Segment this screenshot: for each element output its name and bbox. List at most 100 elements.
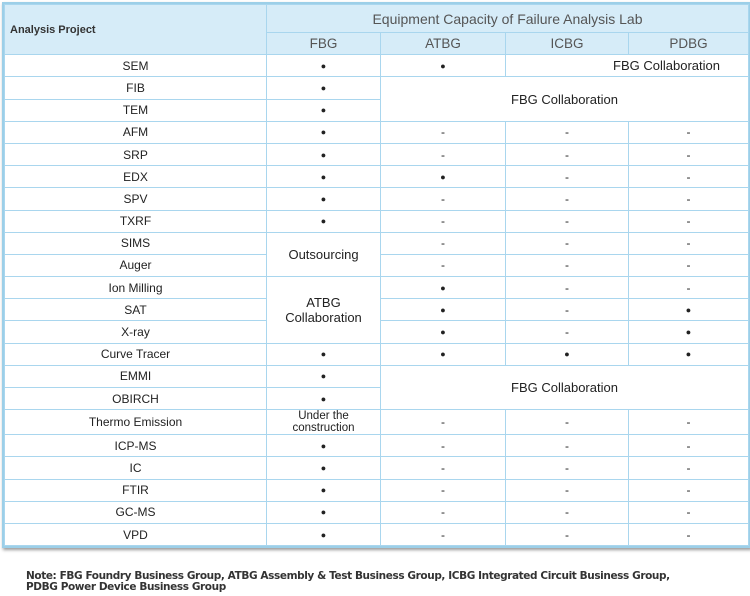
header-analysis-project: Analysis Project: [4, 3, 267, 56]
header-icbg: ICBG: [505, 31, 629, 56]
unavailable-mark: -: [628, 165, 749, 189]
table-row: VPD ● - - -: [4, 522, 749, 547]
unavailable-mark: -: [505, 253, 629, 278]
project-name: EMMI: [4, 364, 267, 389]
project-name: VPD: [4, 522, 267, 547]
footnote-line: PDBG Power Device Business Group: [26, 581, 226, 593]
header-pdbg: PDBG: [628, 31, 749, 56]
available-dot-icon: ●: [266, 54, 381, 78]
project-name: X-ray: [4, 320, 267, 344]
merged-note: FBG Collaboration: [380, 364, 749, 411]
available-dot-icon: ●: [505, 342, 629, 366]
unavailable-mark: -: [628, 276, 749, 300]
project-name: Auger: [4, 253, 267, 278]
unavailable-mark: -: [505, 120, 629, 144]
unavailable-mark: -: [505, 434, 629, 458]
available-dot-icon: ●: [266, 342, 381, 366]
table-row: ICP-MS ● - - -: [4, 434, 749, 458]
project-name: TEM: [4, 98, 267, 122]
unavailable-mark: -: [380, 456, 506, 480]
available-dot-icon: ●: [266, 478, 381, 502]
merged-note: FBG Collaboration: [505, 54, 749, 78]
unavailable-mark: -: [628, 500, 749, 524]
table-row: OBIRCH ●: [4, 386, 749, 411]
available-dot-icon: ●: [266, 120, 381, 144]
project-name: GC-MS: [4, 500, 267, 524]
table-row: TXRF ● - - -: [4, 209, 749, 233]
header-fbg: FBG: [266, 31, 381, 56]
unavailable-mark: -: [628, 409, 749, 436]
project-name: EDX: [4, 165, 267, 189]
merged-note: FBG Collaboration: [380, 76, 749, 122]
project-name: OBIRCH: [4, 386, 267, 411]
project-name: SAT: [4, 298, 267, 322]
unavailable-mark: -: [505, 456, 629, 480]
available-dot-icon: ●: [380, 54, 506, 78]
table-row: SEM ● ● FBG Collaboration: [4, 54, 749, 78]
table-row: SAT ● - ●: [4, 298, 749, 322]
equipment-capacity-table: Analysis Project Equipment Capacity of F…: [2, 2, 750, 549]
unavailable-mark: -: [505, 500, 629, 524]
merged-note: ATBG Collaboration: [266, 276, 381, 344]
project-name: IC: [4, 456, 267, 480]
available-dot-icon: ●: [380, 165, 506, 189]
unavailable-mark: -: [505, 478, 629, 502]
unavailable-mark: -: [628, 231, 749, 255]
table-row: SIMS Outsourcing - - -: [4, 231, 749, 278]
table-row: IC ● - - -: [4, 456, 749, 480]
table-row: X-ray ● - ●: [4, 320, 749, 344]
unavailable-mark: -: [380, 434, 506, 458]
unavailable-mark: -: [628, 456, 749, 480]
unavailable-mark: -: [505, 187, 629, 211]
available-dot-icon: ●: [266, 98, 381, 122]
table-row: SRP ● - - -: [4, 142, 749, 167]
unavailable-mark: -: [628, 522, 749, 547]
unavailable-mark: -: [380, 409, 506, 436]
table-row: TEM ●: [4, 98, 749, 122]
unavailable-mark: -: [505, 231, 629, 255]
unavailable-mark: -: [505, 209, 629, 233]
unavailable-mark: -: [380, 209, 506, 233]
available-dot-icon: ●: [266, 434, 381, 458]
unavailable-mark: -: [628, 209, 749, 233]
available-dot-icon: ●: [380, 320, 506, 344]
available-dot-icon: ●: [266, 187, 381, 211]
available-dot-icon: ●: [266, 76, 381, 100]
project-name: TXRF: [4, 209, 267, 233]
available-dot-icon: ●: [266, 522, 381, 547]
unavailable-mark: -: [505, 142, 629, 167]
project-name: FIB: [4, 76, 267, 100]
table-row: Ion Milling ATBG Collaboration ● - -: [4, 276, 749, 344]
project-name: SPV: [4, 187, 267, 211]
unavailable-mark: -: [628, 142, 749, 167]
available-dot-icon: ●: [266, 209, 381, 233]
unavailable-mark: -: [380, 522, 506, 547]
project-name: SIMS: [4, 231, 267, 255]
unavailable-mark: -: [380, 253, 506, 278]
merged-note: Outsourcing: [266, 231, 381, 278]
footnote: Note: FBG Foundry Business Group, ATBG A…: [26, 571, 670, 593]
unavailable-mark: -: [380, 478, 506, 502]
footnote-line: Note: FBG Foundry Business Group, ATBG A…: [26, 570, 670, 582]
unavailable-mark: -: [505, 165, 629, 189]
header-atbg: ATBG: [380, 31, 506, 56]
available-dot-icon: ●: [266, 165, 381, 189]
available-dot-icon: ●: [380, 298, 506, 322]
project-name: FTIR: [4, 478, 267, 502]
unavailable-mark: -: [505, 276, 629, 300]
project-name: Ion Milling: [4, 276, 267, 300]
unavailable-mark: -: [505, 298, 629, 322]
available-dot-icon: ●: [628, 298, 749, 322]
available-dot-icon: ●: [380, 342, 506, 366]
available-dot-icon: ●: [266, 386, 381, 411]
table-row: AFM ● - - -: [4, 120, 749, 144]
project-name: Thermo Emission: [4, 409, 267, 436]
unavailable-mark: -: [628, 253, 749, 278]
unavailable-mark: -: [380, 231, 506, 255]
unavailable-mark: -: [380, 187, 506, 211]
unavailable-mark: -: [505, 320, 629, 344]
available-dot-icon: ●: [266, 364, 381, 389]
project-name: AFM: [4, 120, 267, 144]
project-name: Curve Tracer: [4, 342, 267, 366]
unavailable-mark: -: [628, 434, 749, 458]
